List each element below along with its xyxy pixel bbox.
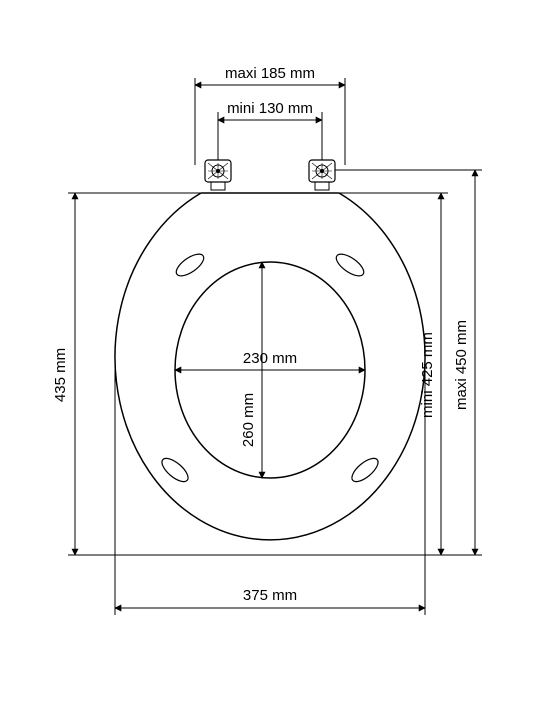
bumper-4 [348, 454, 382, 485]
dim-inner-width: 230 mm [175, 350, 365, 370]
bumper-1 [173, 250, 207, 280]
toilet-seat-diagram: maxi 185 mm mini 130 mm [0, 0, 540, 720]
label-hinge-max: maxi 185 mm [225, 65, 315, 82]
dim-left-height: 435 mm [52, 193, 270, 555]
dim-right-min: mini 425 mm [270, 193, 482, 555]
label-total-width: 375 mm [243, 587, 297, 604]
dim-right-max: maxi 450 mm [335, 170, 482, 555]
dim-total-width: 375 mm [115, 370, 425, 615]
label-inner-height: 260 mm [240, 393, 257, 447]
hinge-right [309, 160, 335, 190]
label-inner-width: 230 mm [243, 350, 297, 367]
bumper-3 [158, 454, 192, 485]
hinge-left [205, 160, 231, 190]
bumper-2 [333, 250, 367, 280]
label-right-min: mini 425 mm [419, 332, 436, 418]
dim-hinge-min: mini 130 mm [218, 100, 322, 160]
label-left-height: 435 mm [52, 348, 69, 402]
label-right-max: maxi 450 mm [453, 320, 470, 410]
label-hinge-min: mini 130 mm [227, 100, 313, 117]
